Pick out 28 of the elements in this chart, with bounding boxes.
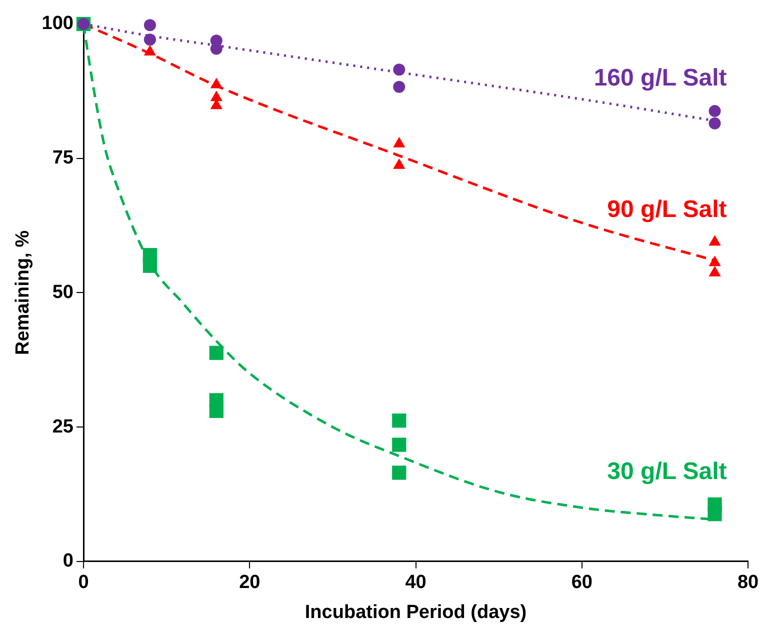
series-label: 90 g/L Salt — [607, 196, 727, 223]
point — [144, 19, 156, 32]
y-tick-label: 50 — [52, 282, 74, 303]
point — [708, 507, 722, 522]
point — [392, 414, 406, 428]
x-tick-label: 20 — [239, 572, 260, 594]
x-tick-label: 40 — [405, 572, 426, 594]
point — [209, 404, 224, 418]
x-tick-label: 60 — [571, 572, 592, 594]
x-tick-label: 80 — [737, 572, 759, 594]
point — [393, 80, 406, 93]
point — [142, 258, 158, 273]
point — [209, 346, 224, 360]
point — [708, 117, 721, 130]
point — [144, 34, 156, 46]
series-label: 160 g/L Salt — [594, 64, 727, 92]
y-tick-label: 100 — [42, 13, 74, 34]
point — [708, 105, 721, 118]
y-axis-title: Remaining, % — [12, 230, 34, 355]
y-tick-label: 0 — [62, 550, 74, 572]
point — [393, 64, 406, 76]
y-tick-label: 25 — [52, 416, 74, 438]
point — [392, 466, 406, 480]
point — [392, 438, 406, 452]
series-label: 30 g/L Salt — [607, 458, 727, 486]
x-axis-title: Incubation Period (days) — [304, 602, 527, 623]
x-tick-label: 0 — [78, 572, 89, 594]
y-tick-label: 75 — [52, 148, 74, 169]
